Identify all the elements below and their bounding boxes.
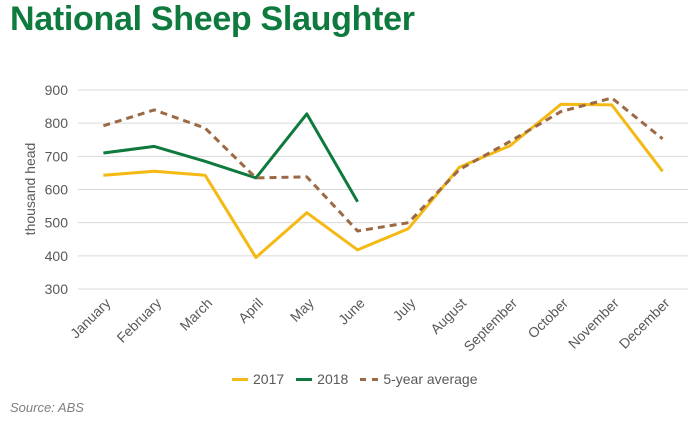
x-tick-label: July xyxy=(390,295,419,324)
x-tick-label: January xyxy=(67,295,114,342)
x-tick-label: August xyxy=(427,295,469,337)
x-tick-label: September xyxy=(460,295,520,355)
x-tick-label: December xyxy=(616,295,673,352)
y-axis-ticks: 300 400 500 600 700 800 900 xyxy=(45,82,69,297)
series-line-5-year-average xyxy=(102,96,664,233)
chart-title: National Sheep Slaughter xyxy=(10,0,415,38)
y-tick-label: 400 xyxy=(45,248,69,264)
y-tick-label: 900 xyxy=(45,82,69,98)
y-tick-label: 800 xyxy=(45,115,69,131)
x-tick-label: May xyxy=(287,295,317,325)
legend-item: 2018 xyxy=(296,371,348,387)
legend-item: 5-year average xyxy=(360,371,477,387)
legend-swatch xyxy=(296,377,313,381)
y-axis-label: thousand head xyxy=(22,143,38,236)
legend-swatch xyxy=(232,377,248,381)
source-note: Source: ABS xyxy=(10,400,84,415)
x-axis-ticks: January February March April May June July Augu… xyxy=(67,295,673,355)
legend-swatch xyxy=(360,377,379,381)
legend-label: 2017 xyxy=(253,371,285,387)
series-lines xyxy=(102,96,664,259)
y-tick-label: 500 xyxy=(45,215,69,231)
y-tick-label: 300 xyxy=(45,281,69,297)
x-tick-label: November xyxy=(565,295,622,352)
y-tick-label: 700 xyxy=(45,148,69,164)
x-tick-label: June xyxy=(335,295,368,328)
x-tick-label: February xyxy=(113,295,164,346)
legend-item: 2017 xyxy=(232,371,284,387)
legend-label: 5-year average xyxy=(383,371,478,387)
x-tick-label: March xyxy=(176,295,215,334)
y-tick-label: 600 xyxy=(45,182,69,198)
x-tick-label: October xyxy=(525,295,572,342)
gridlines xyxy=(78,89,688,290)
series-line-2018 xyxy=(103,112,359,203)
legend: 2017 2018 5-year average xyxy=(232,371,489,387)
legend-label: 2018 xyxy=(317,371,349,387)
series-line-2017 xyxy=(103,102,664,259)
x-tick-label: April xyxy=(235,295,266,326)
